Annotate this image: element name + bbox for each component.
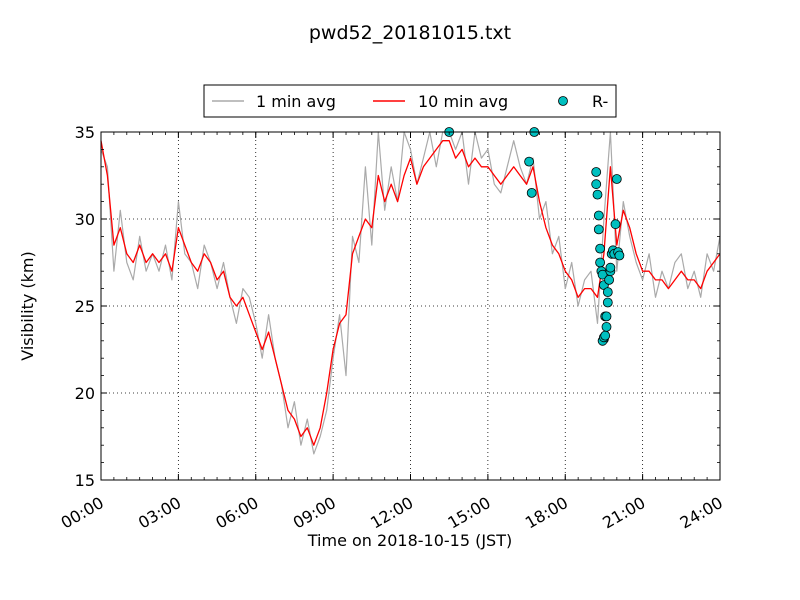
rain-marker-point — [592, 189, 603, 200]
rain-marker-point — [614, 250, 625, 261]
rain-marker-point — [600, 330, 611, 341]
y-tick-label: 15 — [75, 471, 95, 490]
rain-marker-point — [595, 257, 605, 268]
legend-label-1min: 1 min avg — [256, 92, 336, 111]
rain-marker-point — [593, 210, 604, 221]
legend-frame — [203, 84, 617, 118]
x-axis-title: Time on 2018-10-15 (JST) — [307, 531, 512, 550]
rain-marker-point — [604, 274, 614, 285]
legend-swatch-rain — [558, 96, 568, 106]
rain-marker-point — [591, 167, 602, 177]
rain-marker-point — [601, 321, 612, 332]
rain-marker-point — [593, 224, 604, 235]
y-tick-label: 20 — [75, 384, 95, 403]
rain-marker-point — [602, 287, 613, 298]
rain-marker-point — [595, 243, 605, 254]
legend-label-10min: 10 min avg — [418, 92, 508, 111]
chart-title: pwd52_20181015.txt — [309, 22, 511, 44]
rain-marker-point — [602, 297, 613, 308]
rain-marker-point — [526, 187, 537, 198]
y-tick-label: 35 — [75, 123, 95, 142]
rain-marker-point — [601, 311, 612, 322]
series-line-10-min-avg — [100, 140, 721, 446]
rain-marker-point — [524, 156, 534, 167]
rain-marker-point — [605, 262, 616, 273]
legend-label-rain: R- — [592, 92, 608, 111]
series-line-1-min-avg — [100, 131, 721, 455]
plot-frame — [100, 131, 721, 481]
y-tick-label: 30 — [75, 210, 95, 229]
legend: 1 min avg 10 min avg R- — [203, 84, 617, 118]
y-axis-title: Visibility (km) — [18, 251, 37, 360]
rain-marker-point — [610, 219, 621, 230]
rain-marker-point — [591, 179, 602, 190]
y-tick-label: 25 — [75, 297, 95, 316]
rain-marker-point — [611, 174, 622, 184]
